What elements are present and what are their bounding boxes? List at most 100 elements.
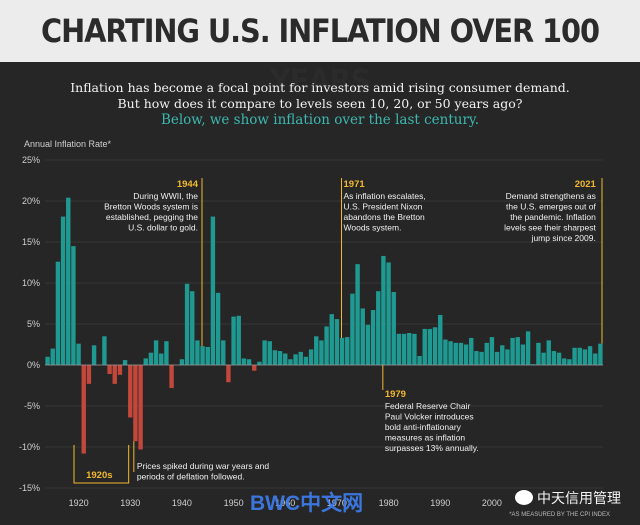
bar <box>598 343 603 365</box>
watermark-wechat-text: 中天信用管理 <box>537 491 621 507</box>
bar <box>536 342 541 365</box>
annotation-text-line: Woods system. <box>344 223 402 233</box>
y-tick-label: 5% <box>27 319 40 329</box>
annotation-text-line: Demand strengthens as <box>506 191 596 201</box>
bar <box>525 331 531 365</box>
annotation-text-line: abandons the Bretton <box>344 212 426 222</box>
bar <box>350 293 355 365</box>
page-title: CHARTING U.S. INFLATION OVER 100 YEARS <box>41 12 600 100</box>
bar <box>293 354 298 365</box>
bar <box>143 358 148 365</box>
annotation-text-line: Federal Reserve Chair <box>385 401 471 411</box>
bar <box>365 324 371 365</box>
bar <box>432 327 438 365</box>
bar <box>303 356 309 365</box>
bar <box>489 337 495 365</box>
bar <box>272 350 278 365</box>
bar <box>582 349 588 365</box>
x-tick-label: 1970 <box>327 498 347 508</box>
bar <box>91 345 97 365</box>
bar <box>283 353 288 365</box>
bar <box>153 340 159 365</box>
annotation-text-line: During WWII, the <box>133 191 198 201</box>
title-banner: CHARTING U.S. INFLATION OVER 100 YEARS <box>0 0 640 100</box>
bar <box>438 314 443 365</box>
annotation-text-line: As inflation escalates, <box>344 191 426 201</box>
bar <box>76 343 81 365</box>
decade-1920s-bracket <box>73 445 130 484</box>
bar <box>531 364 536 365</box>
annotation-text-line: periods of deflation followed. <box>137 472 245 482</box>
bar <box>381 255 386 365</box>
subtitle-line-1: Inflation has become a focal point for i… <box>70 80 570 95</box>
bar <box>164 341 169 365</box>
bar <box>133 365 138 442</box>
y-tick-label: 20% <box>22 196 40 206</box>
bar <box>179 359 185 365</box>
y-tick-label: -15% <box>19 483 40 493</box>
bar <box>577 347 582 365</box>
bar <box>319 340 324 365</box>
bar <box>339 337 345 365</box>
watermark-wechat: 中天信用管理 <box>515 488 621 508</box>
bar <box>117 365 123 375</box>
bar <box>215 292 221 365</box>
bar <box>314 336 319 365</box>
x-tick-label: 1920 <box>69 498 89 508</box>
watermark-bwc: BWC中文网 <box>250 492 364 515</box>
y-tick-label: 10% <box>22 278 40 288</box>
bar <box>122 360 128 365</box>
annotation-text-line: established, pegging the <box>106 212 198 222</box>
x-tick-label: 1940 <box>172 498 192 508</box>
x-tick-label: 1960 <box>275 498 295 508</box>
y-tick-label: -5% <box>24 401 40 411</box>
bar <box>86 365 92 384</box>
bar <box>55 261 61 365</box>
bar <box>257 361 262 365</box>
bar <box>205 346 210 365</box>
bar <box>556 352 562 365</box>
bar <box>505 349 510 365</box>
bar <box>262 340 267 365</box>
bar <box>427 328 433 365</box>
subtitle-line-2: But how does it compare to levels seen 1… <box>117 96 523 111</box>
bar <box>195 340 200 365</box>
bar <box>241 358 247 365</box>
annotation-text-line: measures as inflation <box>385 433 466 443</box>
bar <box>45 356 50 365</box>
annotation-year-1979: 1979 <box>385 389 406 400</box>
bar <box>236 315 241 365</box>
bar <box>458 342 464 365</box>
source-note: *AS MEASURED BY THE CPI INDEX <box>509 512 610 518</box>
bar <box>231 316 236 365</box>
bar <box>71 246 76 365</box>
wechat-icon <box>515 490 533 505</box>
bar <box>190 291 195 365</box>
bar <box>60 216 66 365</box>
bar <box>494 351 500 365</box>
annotation-text-line: levels see their sharpest <box>504 223 596 233</box>
bar <box>308 349 314 365</box>
bar <box>572 347 577 365</box>
x-tick-label: 1930 <box>120 498 140 508</box>
bar <box>417 355 422 365</box>
bar <box>376 291 381 365</box>
bar <box>567 359 572 365</box>
bar <box>169 365 174 388</box>
bar <box>334 319 340 365</box>
bar <box>463 344 469 365</box>
bar <box>407 333 412 365</box>
bar <box>422 328 427 365</box>
bar <box>210 216 216 365</box>
bar <box>221 340 226 365</box>
y-tick-label: 0% <box>27 360 40 370</box>
subtitle-line-3: Below, we show inflation over the last c… <box>160 112 480 128</box>
bar <box>587 346 593 365</box>
bar <box>479 351 484 365</box>
bar <box>267 341 272 365</box>
bar <box>50 348 55 365</box>
bar <box>500 345 505 365</box>
bar <box>401 333 407 365</box>
bar <box>360 308 365 365</box>
bar <box>226 365 231 383</box>
